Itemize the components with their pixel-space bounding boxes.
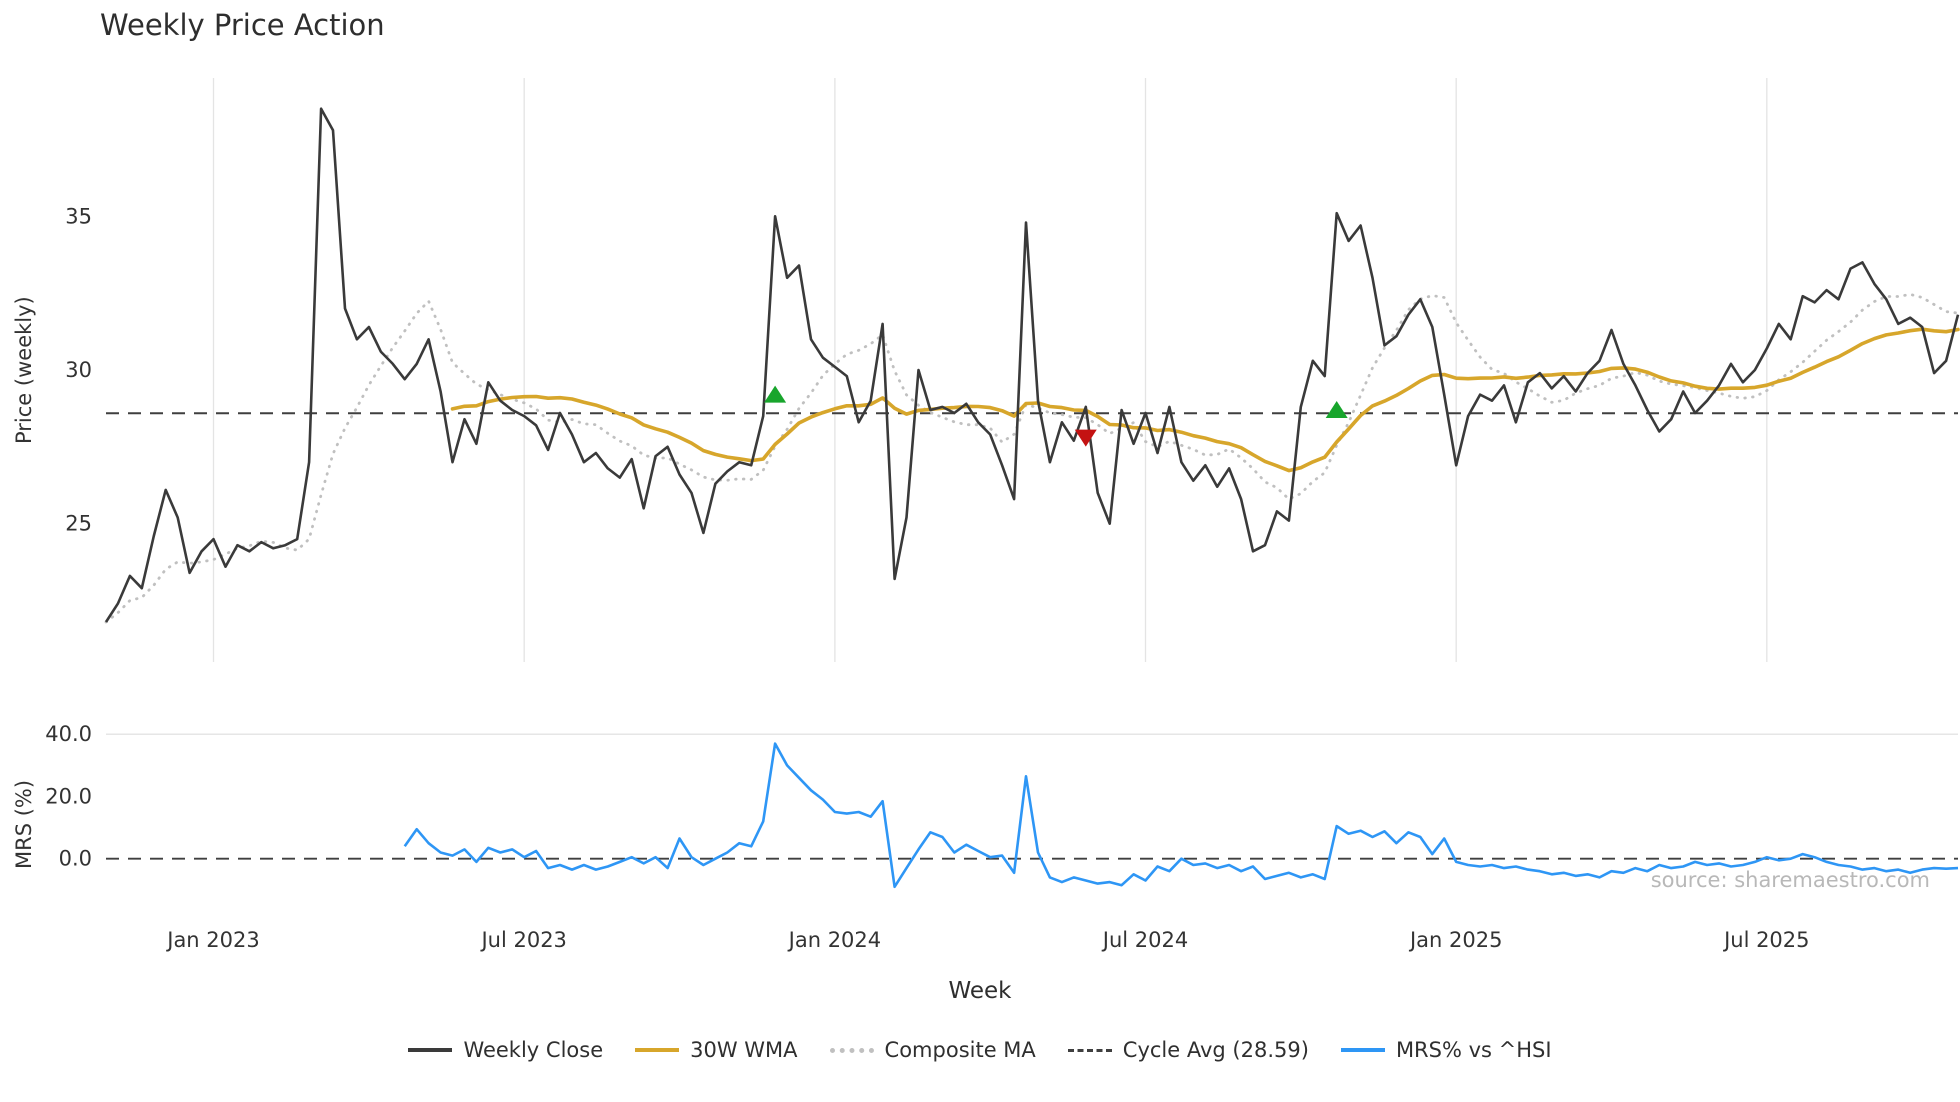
- chart-title: Weekly Price Action: [100, 8, 385, 42]
- legend-label-wma: 30W WMA: [690, 1038, 798, 1062]
- x-axis-label: Week: [948, 978, 1012, 1004]
- composite-ma-line: [104, 292, 1960, 624]
- legend-label-cycle-avg: Cycle Avg (28.59): [1122, 1038, 1309, 1062]
- mrs-y-tick-label: 0.0: [59, 847, 92, 871]
- legend-item-weekly-close: Weekly Close: [408, 1038, 603, 1062]
- buy-signal-marker: [764, 385, 787, 403]
- x-tick-label: Jul 2023: [479, 928, 566, 952]
- legend-item-composite: Composite MA: [829, 1038, 1036, 1062]
- x-tick-label: Jul 2024: [1101, 928, 1188, 952]
- x-tick-label: Jan 2024: [787, 928, 882, 952]
- mrs-y-tick-label: 20.0: [45, 785, 92, 809]
- x-tick-label: Jan 2023: [165, 928, 260, 952]
- legend: Weekly Close 30W WMA Composite MA Cycle …: [0, 1038, 1960, 1062]
- buy-signal-marker: [1325, 400, 1348, 418]
- x-tick-label: Jul 2025: [1722, 928, 1809, 952]
- legend-swatch-mrs: [1340, 1048, 1385, 1052]
- mrs-axis-label: MRS (%): [12, 779, 36, 870]
- legend-item-cycle-avg: Cycle Avg (28.59): [1067, 1038, 1309, 1062]
- legend-label-weekly-close: Weekly Close: [463, 1038, 604, 1062]
- mrs-line: [403, 742, 1959, 889]
- price-y-tick-label: 25: [65, 512, 92, 536]
- x-tick-label: Jan 2025: [1408, 928, 1503, 952]
- legend-swatch-composite: [829, 1047, 874, 1053]
- price-axis-label: Price (weekly): [12, 296, 36, 444]
- weekly-close-line: [104, 107, 1960, 623]
- legend-swatch-weekly-close: [408, 1048, 453, 1052]
- watermark-text: source: sharemaestro.com: [1650, 868, 1930, 892]
- legend-swatch-cycle-avg: [1067, 1048, 1112, 1052]
- legend-label-mrs: MRS% vs ^HSI: [1395, 1038, 1552, 1062]
- wma-line: [450, 327, 1960, 473]
- legend-item-wma: 30W WMA: [635, 1038, 798, 1062]
- mrs-y-tick-label: 40.0: [45, 722, 92, 746]
- legend-item-mrs: MRS% vs ^HSI: [1340, 1038, 1552, 1062]
- sell-signal-marker: [1074, 429, 1097, 447]
- price-y-tick-label: 35: [65, 204, 92, 228]
- legend-swatch-wma: [635, 1048, 680, 1052]
- legend-label-composite: Composite MA: [884, 1038, 1036, 1062]
- price-y-tick-label: 30: [65, 358, 92, 382]
